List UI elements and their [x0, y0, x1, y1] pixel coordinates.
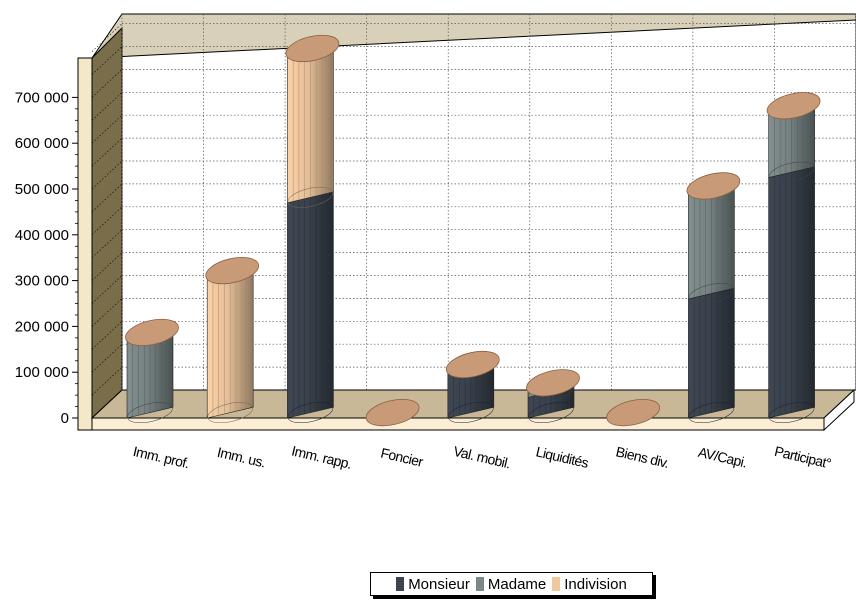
bar-cap	[365, 399, 420, 427]
y-tick-label: 400 000	[15, 227, 69, 244]
bar-group	[125, 318, 179, 424]
y-tick-label: 100 000	[15, 364, 69, 381]
bar-seam	[768, 402, 815, 424]
x-tick-label: Val. mobil.	[452, 443, 512, 472]
bars	[125, 34, 821, 427]
legend-swatch-monsieur	[396, 577, 405, 591]
x-axis: Imm. prof. Imm. us. Imm. rapp. Foncier Val. …	[132, 442, 833, 471]
bar-cap	[285, 34, 340, 63]
legend-item-madame: Madame	[475, 575, 547, 593]
legend-swatch-indivision	[552, 577, 561, 591]
bar-group	[205, 257, 260, 424]
bar-cap	[205, 257, 260, 285]
x-tick-label: Imm. us.	[216, 444, 267, 471]
bar-seam	[287, 186, 334, 208]
left-wall	[91, 26, 123, 420]
y-tick-label: 0	[61, 410, 69, 427]
legend-label-monsieur: Monsieur	[408, 575, 470, 593]
bar-cap	[125, 318, 179, 347]
bar-group	[766, 92, 821, 424]
bar-seam	[127, 402, 173, 424]
y-axis: 0 100 000 200 000 300 000 400 000 500 000 600 …	[15, 89, 78, 427]
legend-item-indivision: Indivision	[552, 576, 627, 593]
floor-side	[823, 388, 855, 432]
legend-item-monsieur: Monsieur	[396, 576, 470, 593]
x-tick-label: Imm. prof.	[132, 443, 191, 471]
bar-group	[445, 350, 500, 424]
bar-cap	[526, 369, 580, 397]
x-tick-label: Biens div.	[614, 443, 670, 471]
floor-front	[91, 417, 825, 431]
bar-group	[526, 369, 580, 424]
y-tick-label: 600 000	[15, 135, 69, 152]
bar-group	[606, 399, 661, 427]
bar-seam	[528, 402, 574, 424]
bar-group	[365, 399, 420, 427]
legend-swatch-madame	[475, 577, 484, 591]
x-tick-label: Participat°	[773, 443, 832, 471]
bar-seam	[207, 402, 253, 424]
bar-seam	[287, 402, 334, 424]
legend-label-indivision: Indivision	[564, 575, 627, 593]
legend: Monsieur Madame Indivision	[370, 572, 653, 596]
bar-group	[686, 172, 741, 424]
left-wall-front	[77, 57, 93, 431]
bar-seam	[448, 402, 494, 424]
bar-seam	[688, 402, 735, 424]
x-tick-label: Liquidités	[534, 443, 590, 471]
bar-cap	[445, 350, 500, 379]
x-tick-label: Imm. rapp.	[290, 442, 353, 471]
y-tick-label: 300 000	[15, 273, 69, 290]
bar-cap	[606, 399, 661, 427]
bar-seam	[688, 283, 735, 304]
top-edge	[91, 13, 856, 59]
y-tick-label: 700 000	[15, 89, 69, 106]
bar-group	[285, 34, 340, 424]
bar-seam	[768, 161, 815, 183]
x-tick-label: AV/Capi.	[697, 444, 749, 471]
x-tick-label: Foncier	[379, 445, 425, 470]
bar-cap	[686, 172, 741, 200]
legend-label-madame: Madame	[487, 575, 547, 593]
y-tick-label: 200 000	[15, 318, 69, 335]
y-tick-label: 500 000	[15, 181, 69, 198]
bar-cap	[766, 92, 821, 120]
